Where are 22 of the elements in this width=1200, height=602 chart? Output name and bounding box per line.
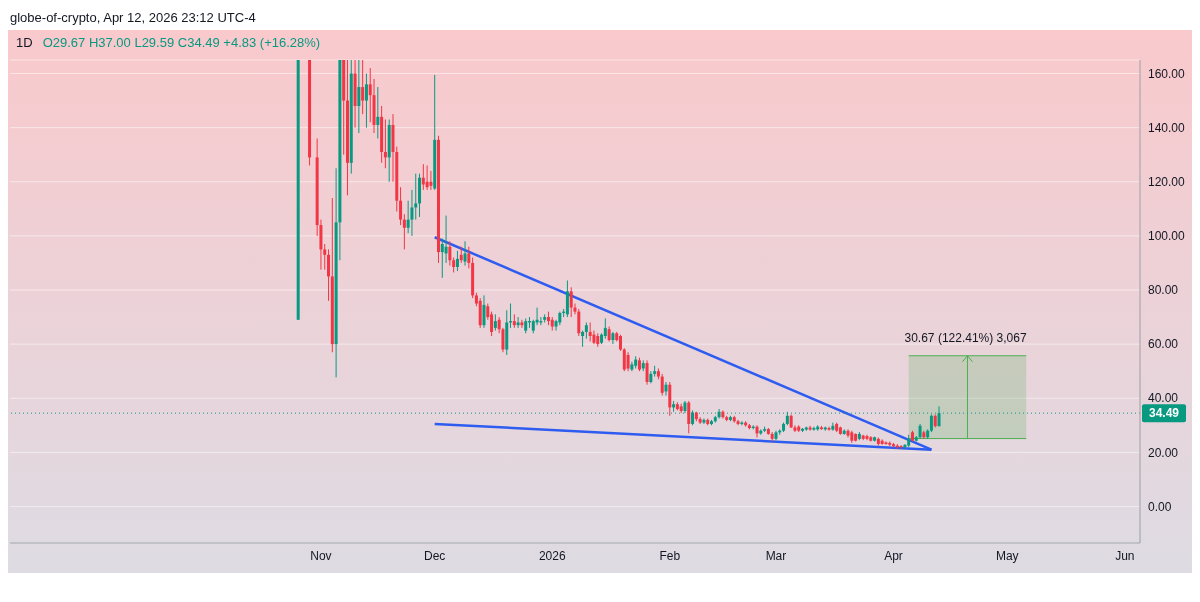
text: globe-of-crypto, Apr 12, 2026 23:12 UTC-4: [9, 9, 257, 27]
y-tick-label: 20.00: [1148, 445, 1179, 460]
text: O29.67 H37.00 L29.59 C34.49 +4.83 (+16.28%): [42, 35, 321, 50]
y-tick-label: 160.00: [1148, 66, 1186, 81]
x-tick-label: Apr: [884, 548, 903, 563]
x-tick-label: Nov: [310, 548, 332, 563]
x-tick-label: Mar: [765, 548, 787, 563]
y-tick-label: 60.00: [1148, 337, 1179, 352]
x-tick-label: Feb: [659, 548, 681, 563]
y-tick-label: 140.00: [1148, 120, 1186, 135]
x-tick-label: Dec: [424, 548, 446, 563]
annotation: 30.67 (122.41%) 3,067: [904, 330, 1027, 345]
y-tick-label: 40.00: [1148, 391, 1179, 406]
y-tick-label: 120.00: [1148, 175, 1186, 190]
x-tick-label: Jun: [1115, 548, 1135, 563]
ref-line-label: 34.49: [1148, 406, 1180, 421]
x-tick-label: 2026: [538, 548, 566, 563]
y-tick-label: 80.00: [1148, 283, 1179, 298]
x-tick-label: May: [995, 548, 1019, 563]
y-tick-label: 100.00: [1148, 229, 1186, 244]
y-tick-label: 0.00: [1148, 499, 1172, 514]
chart-title: 1D: [16, 35, 33, 50]
